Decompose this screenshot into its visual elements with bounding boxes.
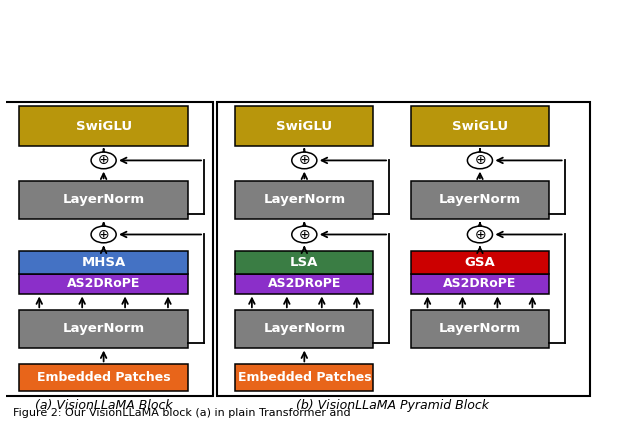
FancyBboxPatch shape [236,106,373,146]
FancyBboxPatch shape [411,310,549,348]
FancyBboxPatch shape [19,106,188,146]
Text: GSA: GSA [465,256,495,268]
Text: LayerNorm: LayerNorm [63,194,145,206]
Text: AS2DRoPE: AS2DRoPE [444,277,516,290]
Circle shape [467,152,493,169]
Text: $\oplus$: $\oplus$ [97,153,110,167]
FancyBboxPatch shape [19,310,188,348]
FancyBboxPatch shape [236,181,373,219]
Text: SwiGLU: SwiGLU [276,120,332,133]
Text: $\oplus$: $\oplus$ [97,227,110,241]
Text: MHSA: MHSA [81,256,125,268]
Text: Embedded Patches: Embedded Patches [37,371,170,384]
Circle shape [467,226,493,243]
Text: $\oplus$: $\oplus$ [298,153,310,167]
Circle shape [292,226,317,243]
Text: $\oplus$: $\oplus$ [474,153,486,167]
Text: $\oplus$: $\oplus$ [474,227,486,241]
Text: LayerNorm: LayerNorm [63,322,145,336]
Text: LSA: LSA [290,256,319,268]
FancyBboxPatch shape [19,364,188,392]
FancyBboxPatch shape [236,364,373,392]
FancyBboxPatch shape [411,106,549,146]
FancyBboxPatch shape [411,274,549,293]
Text: LayerNorm: LayerNorm [439,322,521,336]
Text: (b) VisionLLaMA Pyramid Block: (b) VisionLLaMA Pyramid Block [296,399,488,412]
FancyBboxPatch shape [19,251,188,274]
Text: AS2DRoPE: AS2DRoPE [67,277,140,290]
Text: (a) VisionLLaMA Block: (a) VisionLLaMA Block [35,399,172,412]
FancyBboxPatch shape [236,251,373,274]
Text: LayerNorm: LayerNorm [439,194,521,206]
FancyBboxPatch shape [236,274,373,293]
Circle shape [91,152,116,169]
FancyBboxPatch shape [19,181,188,219]
Circle shape [91,226,116,243]
Text: Embedded Patches: Embedded Patches [237,371,371,384]
Text: LayerNorm: LayerNorm [263,194,346,206]
Text: SwiGLU: SwiGLU [452,120,508,133]
Text: AS2DRoPE: AS2DRoPE [268,277,341,290]
Text: LayerNorm: LayerNorm [263,322,346,336]
Circle shape [292,152,317,169]
Text: SwiGLU: SwiGLU [76,120,132,133]
FancyBboxPatch shape [411,251,549,274]
FancyBboxPatch shape [411,181,549,219]
FancyBboxPatch shape [236,310,373,348]
Text: $\oplus$: $\oplus$ [298,227,310,241]
Text: Figure 2: Our VisionLLaMA block (a) in plain Transformer and: Figure 2: Our VisionLLaMA block (a) in p… [13,408,350,418]
FancyBboxPatch shape [19,274,188,293]
